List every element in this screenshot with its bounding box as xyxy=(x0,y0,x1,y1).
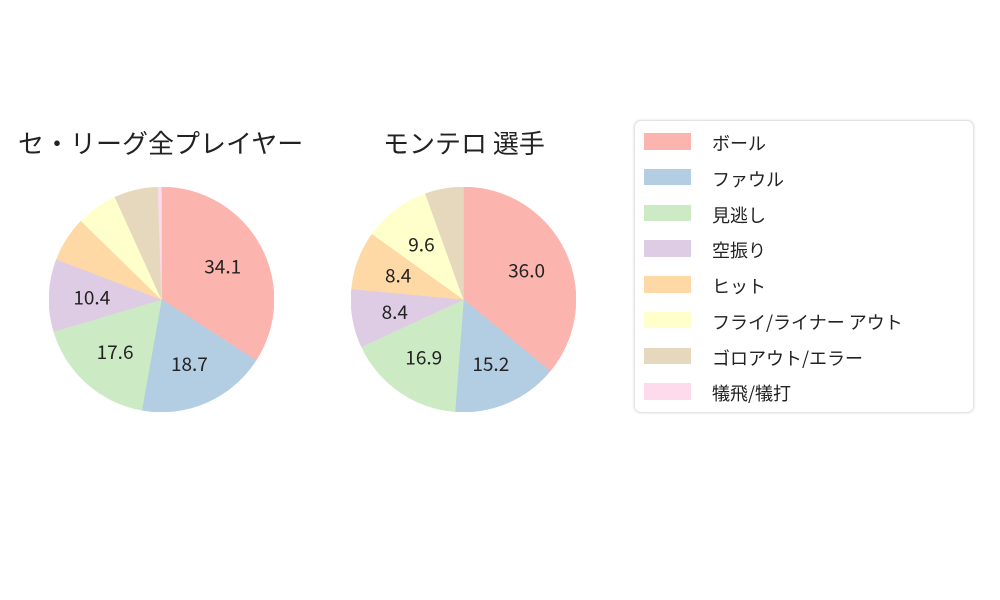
svg-text:8.4: 8.4 xyxy=(382,297,408,324)
svg-text:15.2: 15.2 xyxy=(473,350,510,377)
svg-text:8.4: 8.4 xyxy=(385,261,411,288)
svg-text:16.9: 16.9 xyxy=(406,343,443,370)
svg-text:9.6: 9.6 xyxy=(409,230,435,257)
svg-text:34.1: 34.1 xyxy=(204,252,241,279)
svg-text:36.0: 36.0 xyxy=(508,256,545,283)
svg-text:10.4: 10.4 xyxy=(73,283,110,310)
svg-text:17.6: 17.6 xyxy=(96,338,133,365)
svg-text:18.7: 18.7 xyxy=(170,349,207,376)
